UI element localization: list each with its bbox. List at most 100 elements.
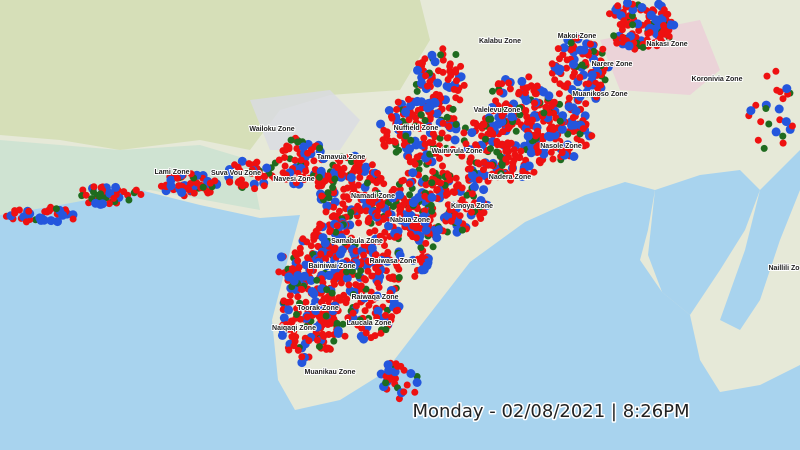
marker [132,186,140,194]
marker [524,161,534,171]
marker [367,288,375,296]
marker [371,332,379,340]
zone-label: Tamavua Zone [317,154,366,161]
marker [394,98,402,106]
marker [497,170,505,177]
marker [524,171,532,179]
marker [339,320,347,328]
marker [177,188,187,197]
marker [46,216,56,226]
marker [312,322,322,332]
marker [365,258,373,266]
marker [298,285,305,293]
zone-label: Nasole Zone [540,143,582,150]
marker [326,227,334,235]
marker [330,246,338,254]
marker [311,297,321,306]
marker [279,313,289,323]
marker [559,43,569,53]
marker [504,139,512,147]
marker [400,388,408,396]
marker [567,85,577,94]
marker [498,107,506,115]
marker [288,333,296,341]
zone-label: Toorak Zone [297,305,339,312]
marker [507,105,515,113]
marker [318,233,328,243]
marker [526,148,536,158]
zone-label: Navesi Zone [273,176,314,183]
marker [567,39,575,47]
marker [779,95,787,103]
marker [643,36,651,44]
marker [393,106,401,113]
marker [444,190,452,198]
marker [569,114,577,121]
marker [292,179,300,187]
marker [15,206,23,214]
marker [343,193,351,201]
marker [347,158,355,166]
marker [359,293,369,303]
marker [575,92,585,101]
marker [543,131,553,141]
marker [368,161,376,169]
marker [384,106,394,115]
marker [395,250,405,260]
zone-label: Kalabu Zone [479,38,521,45]
marker [510,156,518,164]
marker [484,161,492,169]
marker [260,172,268,180]
marker [324,189,332,197]
marker [260,182,268,190]
zone-label: Laucala Zone [347,320,392,327]
marker [462,140,470,148]
marker [762,105,770,112]
marker [422,72,430,80]
marker [275,156,283,164]
marker [324,344,332,352]
zone-label: Suva Vou Zone [211,170,261,177]
marker [281,162,289,170]
marker [354,202,362,210]
marker [515,90,523,98]
marker [479,185,489,195]
marker [757,118,765,126]
marker [373,190,381,198]
marker [98,199,107,209]
marker [450,85,458,93]
marker [453,182,460,190]
marker [467,154,475,162]
marker [623,0,632,8]
marker [437,51,445,59]
marker [646,10,656,20]
marker [437,179,445,187]
marker [430,57,440,67]
marker [395,190,405,200]
marker [422,239,430,247]
marker [313,276,321,284]
marker [307,287,317,296]
marker [430,98,440,108]
marker [294,346,302,354]
marker [331,280,338,288]
marker [763,72,771,80]
marker [569,152,579,161]
marker [779,132,787,140]
marker [322,201,332,211]
marker [326,318,334,326]
marker [336,296,344,304]
marker [420,134,428,142]
marker [363,179,371,187]
markers [2,0,796,403]
marker [432,149,440,157]
marker [365,301,373,309]
zone-label: Nakasi Zone [646,41,687,48]
marker [564,130,572,138]
marker [310,231,318,239]
marker [304,149,312,157]
marker [468,170,477,180]
marker [348,267,356,275]
marker [343,228,350,236]
marker [336,157,344,165]
